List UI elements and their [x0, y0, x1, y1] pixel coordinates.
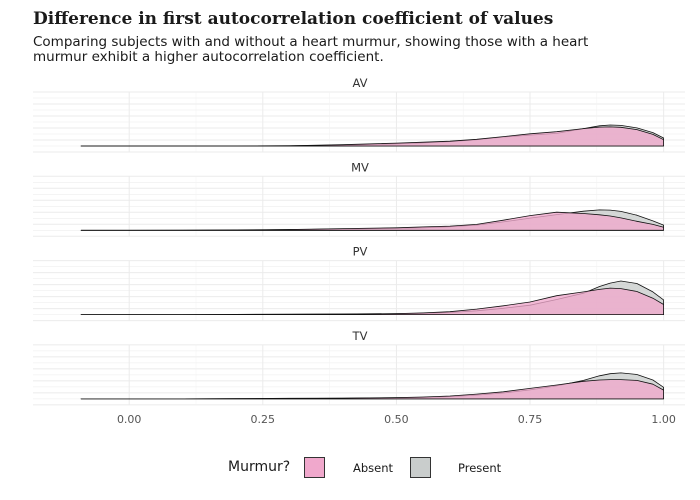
x-tick-label: 0.25	[251, 413, 276, 426]
x-tick-label: 0.00	[117, 413, 142, 426]
chart-subtitle: Comparing subjects with and without a he…	[33, 34, 589, 65]
panel-label-pv: PV	[353, 245, 368, 259]
density-absent-pv	[80, 287, 664, 315]
chart-title: Difference in first autocorrelation coef…	[33, 9, 554, 29]
x-tick-label: 0.50	[384, 413, 409, 426]
legend-title: Murmur?	[228, 459, 291, 475]
x-tick-label: 1.00	[651, 413, 676, 426]
legend-label-absent: Absent	[353, 461, 394, 475]
panel-label-tv: TV	[352, 329, 368, 343]
panel-label-mv: MV	[351, 160, 369, 174]
density-absent-av	[80, 126, 664, 147]
legend-label-present: Present	[458, 461, 502, 475]
density-absent-tv	[80, 379, 664, 400]
legend: Murmur? Absent Present	[0, 455, 700, 481]
density-absent-mv	[80, 211, 664, 231]
panel-label-av: AV	[353, 76, 368, 90]
legend-key-absent	[304, 457, 325, 478]
x-tick-label: 0.75	[518, 413, 543, 426]
legend-key-present	[410, 457, 431, 478]
